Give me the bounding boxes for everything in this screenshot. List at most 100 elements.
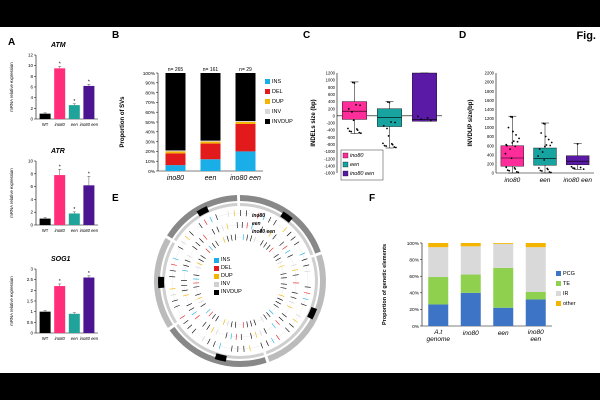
data-point — [514, 145, 517, 148]
x-tick-label: ino80 — [167, 175, 184, 182]
sv-tick — [254, 331, 258, 338]
stacked-segment-pcg — [493, 307, 514, 326]
sv-tick — [169, 288, 176, 290]
data-point — [506, 169, 509, 172]
bar — [83, 85, 95, 119]
sv-tick — [271, 323, 276, 329]
sv-tick — [263, 328, 267, 334]
data-point — [573, 167, 576, 170]
legend-label: INV — [272, 109, 282, 115]
y-tick-label: -1000 — [324, 149, 335, 154]
track-label: een — [252, 221, 261, 227]
y-tick-label: 800 — [328, 85, 336, 90]
sv-tick — [299, 252, 306, 256]
y-tick-label: 8 — [30, 171, 33, 176]
sv-tick — [230, 333, 233, 340]
data-point — [394, 121, 396, 124]
sv-tick — [181, 289, 188, 292]
legend-swatch — [265, 79, 270, 84]
data-point — [572, 167, 574, 169]
data-point — [383, 144, 386, 147]
y-tick-label: 70% — [145, 100, 155, 106]
bar-count-label: n= 265 — [168, 67, 184, 73]
sv-tick — [278, 294, 285, 297]
data-point — [512, 140, 515, 143]
y-tick-label: 100% — [143, 71, 156, 77]
legend-swatch — [342, 152, 349, 159]
y-tick-label: 0% — [148, 169, 156, 175]
legend-swatch — [556, 271, 561, 276]
y-tick-label: 10 — [28, 159, 34, 164]
sv-tick — [253, 236, 257, 243]
sv-tick — [285, 327, 290, 333]
sv-tick — [291, 291, 298, 294]
bar-count-label: n= 29 — [239, 67, 252, 73]
sv-tick — [207, 338, 211, 345]
sv-tick — [281, 313, 287, 318]
y-tick-label: 600 — [328, 92, 336, 97]
data-point — [387, 135, 390, 137]
data-point — [515, 134, 517, 136]
stacked-segment-del — [165, 153, 186, 166]
sv-tick — [246, 321, 249, 328]
data-point — [538, 148, 541, 150]
sv-tick — [198, 222, 203, 229]
sv-tick — [290, 296, 297, 299]
sv-tick — [262, 214, 266, 221]
sv-tick — [215, 214, 218, 221]
bar — [68, 213, 80, 225]
y-tick-label: -400 — [327, 128, 336, 133]
stacked-segment-pcg — [525, 299, 546, 326]
centromere-block — [158, 276, 165, 289]
data-point — [542, 122, 545, 125]
sv-tick — [215, 315, 219, 322]
sv-tick — [282, 245, 288, 250]
y-tick-label: 1800 — [485, 89, 495, 94]
y-tick-label: 6 — [30, 85, 33, 90]
sv-tick — [181, 269, 188, 272]
y-tick-label: -200 — [327, 121, 336, 126]
chromosome-inner-band — [176, 324, 265, 359]
sv-tick — [263, 242, 268, 248]
data-point — [394, 146, 397, 149]
sv-tick — [195, 266, 202, 269]
y-tick-label: 1000 — [485, 125, 495, 130]
stacked-segment-ir — [525, 247, 546, 292]
data-point — [509, 115, 512, 118]
sv-tick — [234, 234, 237, 241]
y-tick-label: 1.5 — [27, 299, 34, 304]
panel-letter-c: C — [303, 30, 311, 41]
stacked-segment-del — [200, 143, 221, 160]
panel-d-chart: INVDUP size(bp) 0 200 400 600 800 1000 1200 1400… — [468, 71, 594, 184]
sv-tick — [215, 240, 219, 247]
sv-tick — [227, 211, 230, 218]
x-tick-label: WT — [42, 122, 49, 127]
stacked-segment-other — [525, 243, 546, 248]
y-tick-label: 3 — [30, 267, 33, 272]
significance-star: * — [59, 61, 61, 67]
x-tick-label: ino80 een — [80, 122, 99, 127]
data-point — [544, 135, 547, 138]
sv-tick — [289, 323, 294, 328]
sv-tick — [206, 324, 211, 330]
legend-dup: DUP — [214, 273, 233, 279]
y-tick-label: 2 — [30, 106, 33, 111]
data-point — [539, 169, 542, 172]
stacked-segment-te — [493, 267, 514, 308]
data-point — [537, 155, 540, 157]
y-tick-label: 20% — [145, 149, 155, 155]
y-tick-label: 400 — [487, 152, 495, 157]
y-tick-label: -600 — [327, 135, 336, 140]
sv-tick — [286, 305, 293, 309]
chart-title: ATR — [50, 148, 65, 155]
sv-tick — [249, 345, 251, 352]
sv-tick — [230, 234, 233, 241]
centromere-block — [307, 306, 318, 320]
data-point — [537, 167, 540, 169]
legend-swatch — [214, 265, 219, 271]
data-point — [348, 130, 351, 133]
stacked-segment-other — [460, 243, 481, 247]
sv-tick — [304, 270, 311, 273]
stacked-segment-ins — [235, 151, 256, 171]
stacked-segment-ir — [460, 246, 481, 275]
